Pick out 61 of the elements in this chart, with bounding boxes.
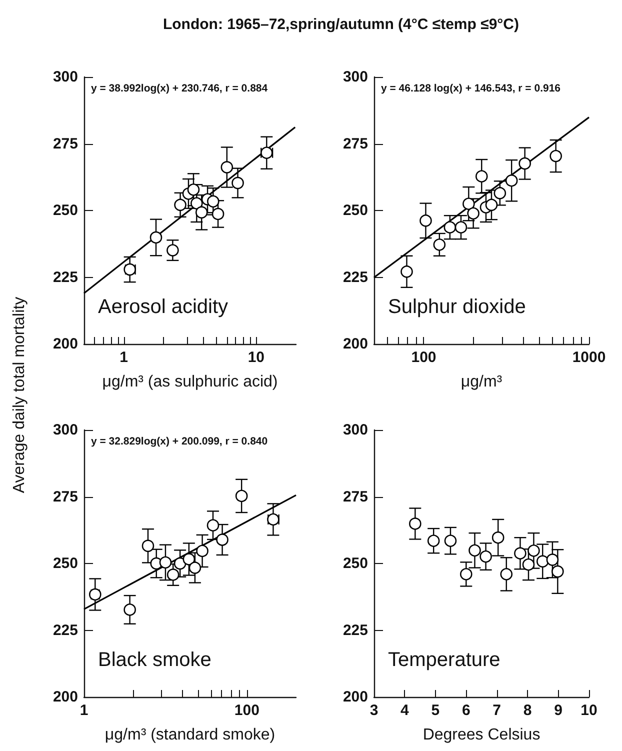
x-tick-label: 1 [120,349,128,366]
y-tick-label: 275 [52,135,78,152]
x-tick-label: 6 [462,702,470,719]
y-tick-label: 250 [52,555,78,572]
point [514,547,526,560]
y-tick-label: 300 [52,422,78,438]
x-tick-label: 4 [400,702,410,719]
x-axis-title: μg/m³ [460,374,503,390]
y-tick-label: 250 [52,202,78,219]
text: London: 1965–72,spring/autumn (4°C ≤temp ≤9°C) [162,16,520,33]
y-tick-label: 225 [52,268,78,286]
annotation: Sulphur dioxide [388,296,526,318]
y-tick-label: 275 [342,135,368,152]
y-tick-label: 225 [342,622,368,639]
y-tick-label: 300 [342,422,368,438]
x-tick-label: 8 [523,702,532,719]
x-tick-label: 1000 [572,349,606,366]
y-tick-label: 200 [52,336,78,352]
annotation: y = 32.829log(x) + 200.099, r = 0.840 [91,436,268,448]
point [492,531,504,544]
annotation: y = 46.128 log(x) + 146.543, r = 0.916 [381,82,561,94]
y-tick-label: 300 [52,68,78,86]
point [468,544,481,557]
y-tick-label: 275 [342,488,368,506]
x-tick-label: 9 [554,702,562,719]
y-tick-label: 275 [52,488,78,506]
x-tick-label: 100 [234,702,260,719]
point [480,550,492,563]
y-axis-title: Average daily total mortality [11,296,29,494]
x-tick-label: 3 [370,702,378,719]
y-tick-label: 250 [342,202,368,219]
point [528,544,540,557]
annotation: Aerosol acidity [98,296,228,318]
y-tick-label: 200 [342,336,368,352]
x-tick-label: 5 [431,702,440,719]
x-axis-title: Degrees Celsius [422,726,540,744]
point [546,554,559,566]
annotation: y = 38.992log(x) + 230.746, r = 0.884 [91,82,268,94]
x-tick-label: 7 [492,702,502,719]
x-tick-label: 10 [248,349,265,366]
point [552,565,564,578]
y-tick-label: 300 [342,68,368,86]
point [522,558,535,571]
y-tick-label: 200 [342,688,368,706]
point [409,518,422,530]
y-tick-label: 225 [342,268,368,286]
annotation: Temperature [388,649,500,671]
point [536,555,549,568]
x-axis-title: μg/m³ (standard smoke) [104,726,276,744]
point [427,534,440,547]
annotation: Black smoke [98,649,212,671]
x-axis-title: μg/m³ (as sulphuric acid) [102,374,278,390]
point [500,568,513,580]
y-tick-label: 225 [52,622,78,639]
y-tick-label: 200 [52,688,78,706]
x-tick-label: 100 [411,349,436,366]
x-tick-label: 10 [580,702,598,719]
x-tick-label: 1 [80,702,88,719]
y-tick-label: 250 [342,555,368,572]
point [460,568,472,580]
point [444,534,457,547]
